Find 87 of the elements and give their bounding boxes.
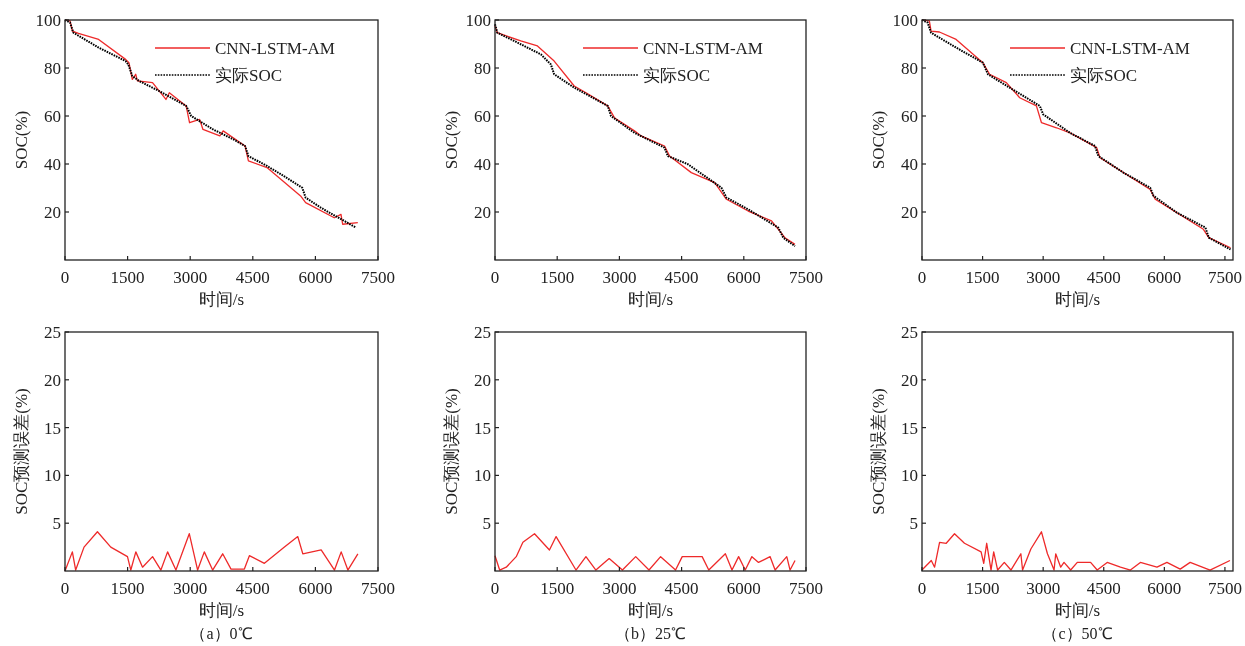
text: （a）0℃ <box>190 625 253 642</box>
x-tick-label: 1500 <box>110 268 145 287</box>
x-tick-label: 1500 <box>540 268 575 287</box>
legend-label: 实际SOC <box>215 66 283 85</box>
x-tick-label: 0 <box>490 268 500 287</box>
x-tick-label: 7500 <box>1207 579 1242 598</box>
y-tick-label: 60 <box>901 107 918 126</box>
x-tick-label: 4500 <box>1086 579 1121 598</box>
x-tick-label: 1500 <box>540 579 575 598</box>
x-tick-label: 4500 <box>235 268 270 287</box>
x-tick-label: 0 <box>60 579 70 598</box>
y-tick-label: 60 <box>44 107 61 126</box>
text: （b）25℃ <box>615 625 686 642</box>
x-tick-label: 3000 <box>602 268 637 287</box>
y-tick-label: 100 <box>35 11 61 30</box>
x-axis-title: 时间/s <box>1054 290 1101 309</box>
legend-label: 实际SOC <box>1070 66 1138 85</box>
legend-label: 实际SOC <box>643 66 711 85</box>
x-tick-label: 3000 <box>602 579 637 598</box>
x-axis-title: 时间/s <box>198 601 245 620</box>
y-tick-label: 100 <box>465 11 491 30</box>
y-tick-label: 10 <box>901 466 918 486</box>
y-axis-title: SOC(%) <box>869 110 888 170</box>
x-tick-label: 7500 <box>361 268 395 287</box>
legend-label: CNN-LSTM-AM <box>643 39 763 58</box>
x-tick-label: 6000 <box>1147 268 1182 287</box>
x-tick-label: 0 <box>917 579 927 598</box>
legend-label: CNN-LSTM-AM <box>1070 39 1190 58</box>
x-tick-label: 4500 <box>235 579 270 598</box>
x-axis-title: 时间/s <box>627 290 674 309</box>
x-tick-label: 3000 <box>1026 268 1061 287</box>
y-axis-title: SOC预测误差(%) <box>12 388 31 515</box>
y-tick-label: 25 <box>44 323 61 342</box>
x-tick-label: 3000 <box>1026 579 1061 598</box>
y-tick-label: 20 <box>44 370 61 390</box>
x-tick-label: 6000 <box>1147 579 1182 598</box>
y-axis-title: SOC(%) <box>12 110 31 170</box>
x-tick-label: 1500 <box>110 579 145 598</box>
y-tick-label: 15 <box>44 418 61 438</box>
x-tick-label: 1500 <box>965 579 1000 598</box>
x-tick-label: 4500 <box>1086 268 1121 287</box>
x-tick-label: 7500 <box>1207 268 1242 287</box>
x-tick-label: 7500 <box>789 268 823 287</box>
y-tick-label: 15 <box>474 418 491 438</box>
y-tick-label: 10 <box>44 466 61 486</box>
x-tick-label: 6000 <box>726 579 761 598</box>
y-tick-label: 20 <box>901 370 918 390</box>
y-tick-label: 80 <box>44 59 61 78</box>
x-tick-label: 7500 <box>789 579 823 598</box>
x-tick-label: 1500 <box>965 268 1000 287</box>
y-tick-label: 80 <box>474 59 491 78</box>
x-tick-label: 3000 <box>173 579 208 598</box>
x-tick-label: 4500 <box>664 268 699 287</box>
y-tick-label: 40 <box>901 155 918 174</box>
x-tick-label: 0 <box>490 579 500 598</box>
x-tick-label: 3000 <box>173 268 208 287</box>
y-axis-title: SOC预测误差(%) <box>869 388 888 515</box>
x-tick-label: 6000 <box>298 579 333 598</box>
y-tick-label: 60 <box>474 107 491 126</box>
x-tick-label: 4500 <box>664 579 699 598</box>
y-tick-label: 5 <box>482 514 491 534</box>
x-axis-title: 时间/s <box>1054 601 1101 620</box>
y-axis-title: SOC预测误差(%) <box>442 388 461 515</box>
y-tick-label: 5 <box>52 514 61 534</box>
y-axis-title: SOC(%) <box>442 110 461 170</box>
x-tick-label: 7500 <box>361 579 395 598</box>
y-tick-label: 20 <box>901 203 918 222</box>
y-tick-label: 25 <box>901 323 918 342</box>
y-tick-label: 15 <box>901 418 918 438</box>
x-axis-title: 时间/s <box>627 601 674 620</box>
y-tick-label: 40 <box>44 155 61 174</box>
y-tick-label: 100 <box>892 11 918 30</box>
y-tick-label: 25 <box>474 323 491 342</box>
x-axis-title: 时间/s <box>198 290 245 309</box>
x-tick-label: 6000 <box>726 268 761 287</box>
text: （c）50℃ <box>1042 625 1113 642</box>
x-tick-label: 6000 <box>298 268 333 287</box>
y-tick-label: 80 <box>901 59 918 78</box>
y-tick-label: 5 <box>909 514 918 534</box>
x-tick-label: 0 <box>917 268 927 287</box>
y-tick-label: 10 <box>474 466 491 486</box>
y-tick-label: 40 <box>474 155 491 174</box>
y-tick-label: 20 <box>44 203 61 222</box>
legend-label: CNN-LSTM-AM <box>215 39 335 58</box>
y-tick-label: 20 <box>474 203 491 222</box>
x-tick-label: 0 <box>60 268 70 287</box>
y-tick-label: 20 <box>474 370 491 390</box>
